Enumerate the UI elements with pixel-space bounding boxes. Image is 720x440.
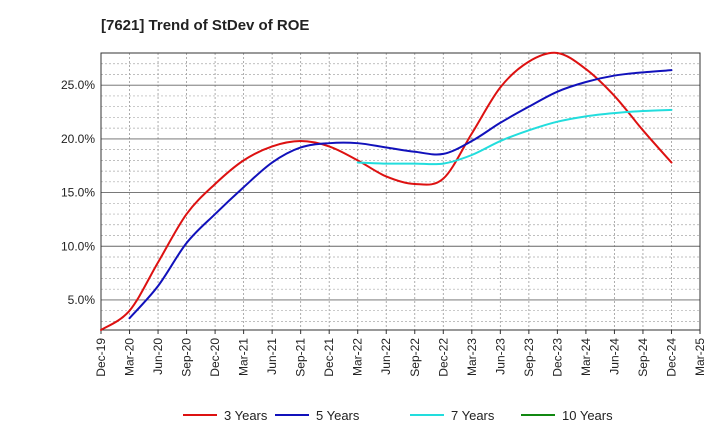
plot-border — [100, 52, 701, 331]
y-tick-label: 20.0% — [61, 132, 95, 146]
legend-label: 10 Years — [562, 408, 613, 423]
y-tick-label: 5.0% — [68, 293, 96, 307]
series-line-5-years — [128, 69, 673, 320]
grid — [100, 52, 701, 330]
x-tick-label: Jun-22 — [379, 338, 393, 375]
x-tick-label: Mar-24 — [579, 338, 593, 376]
x-tick-label: Dec-20 — [208, 338, 222, 377]
series-line-7-years — [356, 108, 673, 166]
y-tick-label: 10.0% — [61, 239, 95, 253]
x-tick-label: Sep-20 — [180, 338, 194, 377]
x-tick-label: Mar-22 — [351, 338, 365, 376]
series-lines — [100, 51, 673, 331]
legend-label: 5 Years — [316, 408, 360, 423]
x-tick-label: Mar-23 — [465, 338, 479, 376]
x-tick-label: Sep-22 — [408, 338, 422, 377]
legend-label: 7 Years — [451, 408, 495, 423]
x-tick-label: Jun-20 — [151, 338, 165, 375]
x-tick-label: Jun-21 — [265, 338, 279, 375]
y-tick-label: 15.0% — [61, 186, 95, 200]
plot-area — [101, 53, 700, 330]
axes: 5.0% 10.0% 15.0% 20.0% 25.0% Dec-19 Mar-20 Jun-… — [61, 52, 707, 377]
x-tick-label: Mar-20 — [123, 338, 137, 376]
y-tick-label: 25.0% — [61, 78, 95, 92]
x-tick-label: Dec-22 — [436, 338, 450, 377]
legend: 3 Years 5 Years 7 Years 10 Years — [183, 408, 613, 423]
series-line-3-years — [100, 51, 673, 331]
x-tick-label: Mar-25 — [693, 338, 707, 376]
chart-title: [7621] Trend of StDev of ROE — [101, 17, 309, 34]
x-tick-label: Sep-24 — [636, 338, 650, 377]
x-tick-label: Sep-23 — [522, 338, 536, 377]
x-tick-label: Dec-19 — [94, 338, 108, 377]
x-tick-label: Sep-21 — [294, 338, 308, 377]
legend-label: 3 Years — [224, 408, 268, 423]
x-tick-label: Dec-23 — [550, 338, 564, 377]
x-tick-label: Jun-24 — [607, 338, 621, 375]
x-tick-label: Dec-21 — [322, 338, 336, 377]
x-tick-label: Jun-23 — [493, 338, 507, 375]
x-tick-label: Mar-21 — [237, 338, 251, 376]
x-tick-label: Dec-24 — [664, 338, 678, 377]
